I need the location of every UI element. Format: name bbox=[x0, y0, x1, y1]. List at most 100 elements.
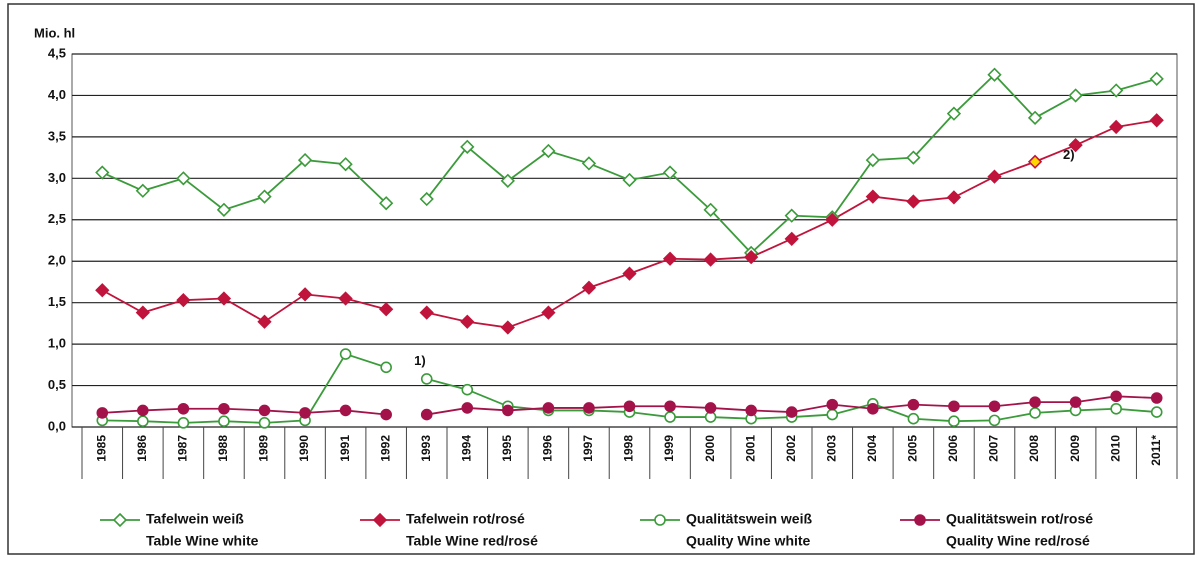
legend-label-en: Quality Wine white bbox=[686, 533, 811, 549]
data-point bbox=[581, 280, 597, 295]
data-point bbox=[1027, 154, 1043, 169]
data-point bbox=[541, 305, 556, 320]
x-tick-label: 1994 bbox=[459, 435, 473, 462]
data-point bbox=[258, 404, 271, 417]
data-point bbox=[664, 411, 676, 423]
data-point bbox=[662, 251, 678, 266]
y-tick-label: 3,5 bbox=[48, 128, 66, 143]
data-point bbox=[137, 404, 149, 417]
y-tick-label: 4,5 bbox=[48, 45, 66, 60]
x-tick-label: 1998 bbox=[622, 435, 636, 462]
data-point bbox=[622, 172, 637, 188]
x-tick-label: 1992 bbox=[378, 435, 392, 462]
data-point bbox=[502, 404, 514, 417]
data-point bbox=[1029, 407, 1041, 419]
y-axis-label: Mio. hl bbox=[34, 25, 75, 40]
data-point bbox=[500, 320, 515, 335]
data-point bbox=[541, 143, 556, 159]
data-point bbox=[1109, 119, 1124, 135]
legend-marker bbox=[914, 514, 926, 526]
data-point bbox=[946, 190, 962, 205]
data-point bbox=[135, 183, 150, 198]
y-tick-label: 2,5 bbox=[48, 211, 66, 226]
data-point bbox=[1150, 392, 1163, 404]
x-tick-label: 2010 bbox=[1108, 435, 1122, 462]
data-point bbox=[299, 407, 311, 419]
x-tick-label: 1996 bbox=[541, 435, 555, 462]
data-point bbox=[177, 417, 190, 429]
data-point bbox=[704, 402, 717, 414]
data-point bbox=[95, 283, 110, 298]
data-point bbox=[339, 348, 352, 360]
data-point bbox=[257, 314, 272, 329]
data-point bbox=[176, 293, 191, 308]
data-point bbox=[948, 400, 960, 413]
x-tick-label: 2009 bbox=[1068, 435, 1082, 462]
data-point bbox=[946, 106, 962, 121]
data-point bbox=[1110, 402, 1122, 415]
x-tick-label: 1991 bbox=[338, 435, 352, 462]
x-tick-label: 1988 bbox=[216, 435, 230, 462]
y-tick-label: 1,5 bbox=[48, 294, 66, 309]
data-point bbox=[744, 249, 759, 265]
x-tick-label: 1999 bbox=[662, 435, 676, 462]
data-point bbox=[380, 361, 392, 374]
data-point bbox=[865, 189, 880, 204]
data-point bbox=[825, 212, 840, 227]
annotation: 1) bbox=[414, 353, 426, 368]
data-point bbox=[583, 402, 595, 414]
data-point bbox=[906, 150, 921, 165]
data-point bbox=[380, 408, 392, 421]
data-point bbox=[1149, 71, 1164, 86]
data-point bbox=[460, 314, 475, 329]
data-point bbox=[461, 402, 474, 414]
data-point bbox=[420, 408, 433, 421]
data-point bbox=[176, 171, 191, 186]
data-point bbox=[339, 404, 352, 417]
y-tick-label: 3,0 bbox=[48, 170, 66, 185]
data-point bbox=[1069, 396, 1082, 408]
data-point bbox=[297, 152, 313, 168]
x-tick-label: 1986 bbox=[135, 435, 149, 462]
data-point bbox=[379, 196, 394, 211]
legend-label-en: Table Wine white bbox=[146, 533, 259, 549]
x-tick-label: 2004 bbox=[865, 435, 879, 462]
x-tick-label: 2000 bbox=[703, 435, 717, 462]
data-point bbox=[987, 169, 1002, 184]
legend-marker bbox=[112, 512, 128, 528]
x-tick-label: 2005 bbox=[906, 435, 920, 462]
y-tick-label: 1,0 bbox=[48, 336, 66, 351]
data-point bbox=[218, 415, 230, 427]
data-point bbox=[1068, 138, 1083, 153]
data-point bbox=[137, 415, 149, 427]
y-tick-label: 2,0 bbox=[48, 253, 66, 268]
data-point bbox=[948, 415, 960, 427]
data-point bbox=[216, 291, 232, 306]
data-point bbox=[216, 202, 232, 217]
y-tick-label: 4,0 bbox=[48, 87, 66, 102]
data-point bbox=[338, 291, 353, 306]
x-tick-label: 2003 bbox=[824, 435, 838, 462]
y-tick-label: 0,5 bbox=[48, 377, 66, 392]
x-tick-label: 1997 bbox=[581, 435, 595, 462]
x-tick-label: 2002 bbox=[784, 435, 798, 462]
data-point bbox=[745, 404, 757, 417]
x-tick-label: 2008 bbox=[1027, 435, 1041, 462]
legend-marker bbox=[654, 514, 666, 526]
data-point bbox=[623, 400, 636, 413]
chart-frame bbox=[7, 3, 1195, 555]
data-point bbox=[662, 165, 678, 180]
x-tick-label: 2001 bbox=[743, 435, 757, 462]
data-point bbox=[988, 414, 1001, 427]
data-point bbox=[1109, 83, 1124, 98]
data-point bbox=[1029, 396, 1041, 408]
annotation: 2) bbox=[1063, 147, 1075, 162]
legend-label: Tafelwein weiß bbox=[146, 511, 244, 527]
legend-label: Qualitätswein weiß bbox=[686, 511, 812, 527]
data-point bbox=[988, 400, 1001, 413]
x-tick-label: 2011* bbox=[1149, 435, 1163, 466]
legend-label: Tafelwein rot/rosé bbox=[406, 511, 525, 527]
data-point bbox=[907, 398, 920, 411]
data-point bbox=[419, 305, 434, 320]
data-point bbox=[1149, 113, 1164, 128]
